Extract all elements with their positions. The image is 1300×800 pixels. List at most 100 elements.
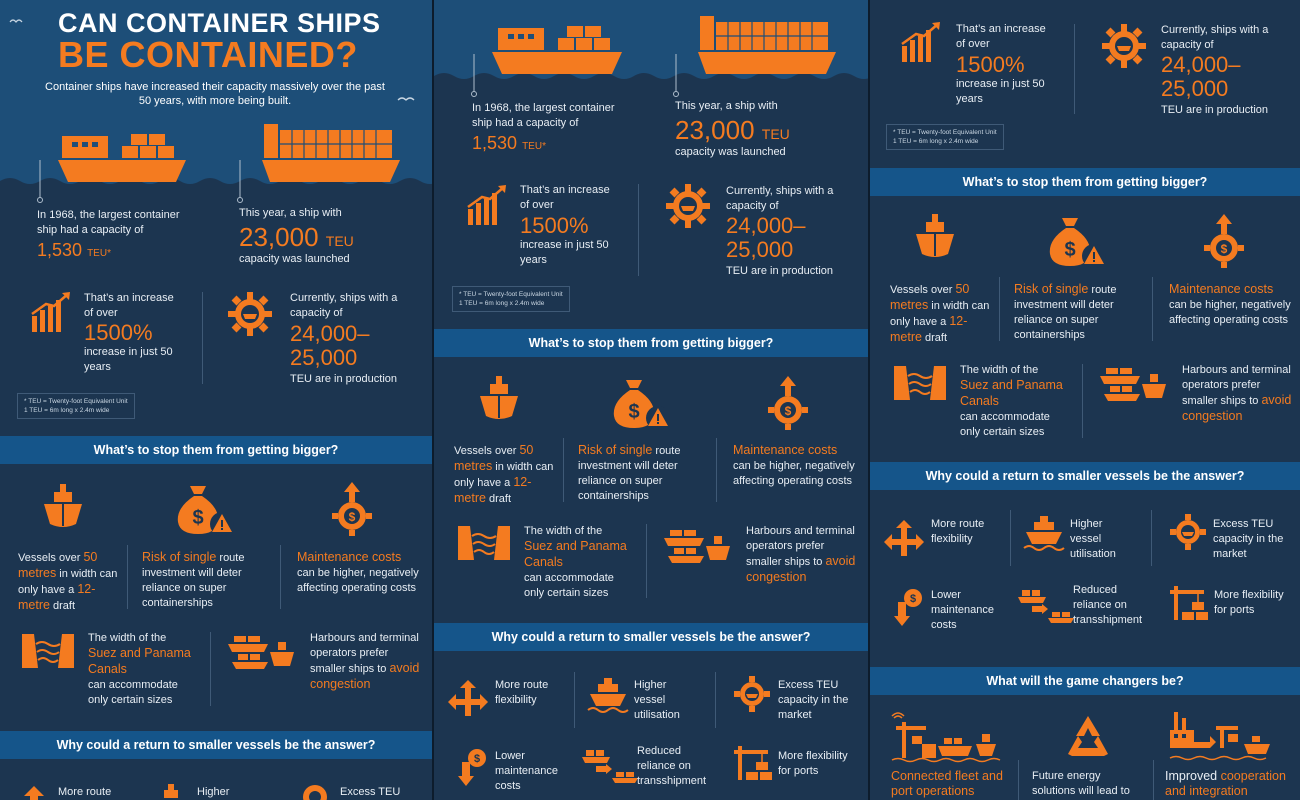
- port-crane-icon: [1170, 586, 1208, 620]
- footnote: * TEU = Twenty-foot Equivalent Unit 1 TEU…: [886, 124, 1004, 150]
- return-item-utilisation: Higher vessel utilisation: [1070, 518, 1116, 560]
- stat-1968-text: In 1968, the largest container ship had …: [472, 102, 615, 129]
- increase-pre: That’s an increase of over: [956, 23, 1046, 50]
- small-ship-icon: [492, 26, 622, 74]
- increase-pre: That’s an increase of over: [520, 184, 610, 211]
- svg-text:$: $: [1064, 239, 1075, 261]
- callout-line: [673, 54, 679, 97]
- section-stop-header: What’s to stop them from getting bigger?: [870, 168, 1300, 196]
- prod-post: TEU are in production: [290, 373, 397, 385]
- stat-1968-value: 1,530 TEU*: [472, 133, 546, 153]
- transshipment-icon: [1018, 590, 1074, 623]
- harbour-ships-icon: [1100, 368, 1166, 401]
- canal-text: The width of the Suez and Panama Canals ca…: [960, 364, 1063, 438]
- return-item-excess: Excess TEU capacity in the market: [340, 786, 401, 798]
- birds-icon-2: [9, 19, 23, 23]
- gear-ship-icon: [228, 292, 272, 336]
- ship-waves-icon: [1023, 516, 1065, 551]
- section-return-header: Why could a return to smaller vessels be…: [0, 731, 432, 759]
- gear-dollar-up-icon: $: [332, 482, 372, 536]
- ship-waves-icon: [587, 678, 629, 713]
- increase-post: increase in just 50 years: [84, 346, 173, 373]
- gear-dollar-up-icon: $: [1204, 214, 1244, 268]
- return-item-route: More route flexibility: [495, 679, 549, 706]
- money-bag-warning-icon: $: [613, 380, 670, 430]
- waves-icon: [0, 178, 432, 195]
- return-item-maintenance: Lower maintenance costs: [931, 589, 994, 631]
- harbour-ships-icon: [664, 530, 730, 563]
- stat-2018-tail: capacity was launched: [239, 253, 350, 265]
- small-ship-icon: [58, 134, 186, 182]
- divider: [1010, 510, 1011, 566]
- divider: [1153, 760, 1154, 800]
- prod-pre: Currently, ships with a capacity of: [290, 292, 398, 319]
- return-item-excess: Excess TEU capacity in the market: [1213, 518, 1284, 560]
- divider: [1151, 510, 1152, 566]
- port-integration-icon: [1169, 712, 1270, 761]
- divider: [563, 438, 564, 502]
- increase-value: 1500%: [956, 52, 1025, 77]
- stat-2018-value: 23,000 TEU: [675, 115, 790, 145]
- return-item-utilisation: Higher vessel utilisation: [197, 786, 230, 798]
- increase-pre: That’s an increase of over: [84, 292, 174, 319]
- money-bag-warning-icon: $: [177, 486, 234, 536]
- harbour-text: Harbours and terminal operators prefer s…: [746, 525, 856, 584]
- divider: [1152, 277, 1153, 341]
- prod-pre: Currently, ships with a capacity of: [1161, 24, 1269, 51]
- panel-divider: [432, 0, 434, 800]
- increase-value: 1500%: [520, 213, 589, 238]
- increase-post: increase in just 50 years: [956, 78, 1045, 105]
- divider: [574, 672, 575, 728]
- section-stop-header: What’s to stop them from getting bigger?: [434, 329, 868, 357]
- canal-icon: [458, 526, 510, 560]
- stat-2018-value: 23,000 TEU: [239, 222, 354, 252]
- stat-2018-tail: capacity was launched: [675, 146, 786, 158]
- canal-text: The width of the Suez and Panama Canals ca…: [524, 525, 627, 599]
- maintenance-text: Maintenance costs can be higher, negativ…: [1169, 282, 1291, 326]
- return-item-maintenance: Lower maintenance costs: [495, 750, 558, 792]
- money-bag-warning-icon: $: [1049, 218, 1106, 268]
- prod-value: 24,000–25,000: [726, 213, 806, 262]
- gear-ship-icon: [734, 676, 770, 712]
- return-item-ports: More flexibility for ports: [1214, 589, 1284, 616]
- growth-chart-icon: [467, 185, 506, 225]
- return-item-excess: Excess TEU capacity in the market: [778, 679, 849, 721]
- risk-text: Risk of single route investment will det…: [142, 550, 245, 609]
- prod-post: TEU are in production: [726, 265, 833, 277]
- dollar-down-icon: $: [894, 589, 922, 626]
- risk-text: Risk of single route investment will det…: [578, 443, 681, 502]
- svg-text:$: $: [910, 593, 916, 605]
- divider: [210, 632, 211, 706]
- divider: [127, 545, 128, 609]
- return-item-route: More route flexibility: [58, 786, 112, 798]
- large-ship-icon: [262, 124, 400, 182]
- harbour-text: Harbours and terminal operators prefer s…: [310, 632, 420, 691]
- transshipment-icon: [582, 750, 638, 783]
- vessels-text: Vessels over 50 metres in width can only…: [890, 282, 990, 344]
- canal-icon: [894, 366, 946, 400]
- return-item-utilisation: Higher vessel utilisation: [634, 679, 680, 721]
- gear-ship-icon: [303, 785, 327, 800]
- divider: [1018, 760, 1019, 800]
- return-item-ports: More flexibility for ports: [778, 750, 848, 777]
- prod-value: 24,000–25,000: [290, 321, 370, 370]
- ship-front-icon: [480, 376, 518, 419]
- divider: [646, 524, 647, 598]
- harbour-ships-icon: [228, 636, 294, 669]
- stat-1968-text: In 1968, the largest container ship had …: [37, 209, 180, 236]
- callout-line: [37, 160, 43, 203]
- return-item-route: More route flexibility: [931, 518, 985, 545]
- game-item-fleet: Connected fleet and port operations: [891, 769, 1003, 798]
- gear-ship-icon: [1170, 514, 1206, 550]
- svg-text:$: $: [628, 401, 639, 423]
- title-line1: CAN CONTAINER SHIPS: [58, 8, 381, 38]
- section-stop-header: What’s to stop them from getting bigger?: [0, 436, 432, 464]
- svg-text:$: $: [349, 510, 356, 524]
- connected-fleet-icon: [891, 712, 1001, 763]
- title-line2: BE CONTAINED?: [58, 34, 358, 75]
- gear-ship-icon: [1102, 24, 1146, 68]
- ship-front-icon: [916, 214, 954, 257]
- divider: [638, 184, 639, 276]
- maintenance-text: Maintenance costs can be higher, negativ…: [733, 443, 855, 487]
